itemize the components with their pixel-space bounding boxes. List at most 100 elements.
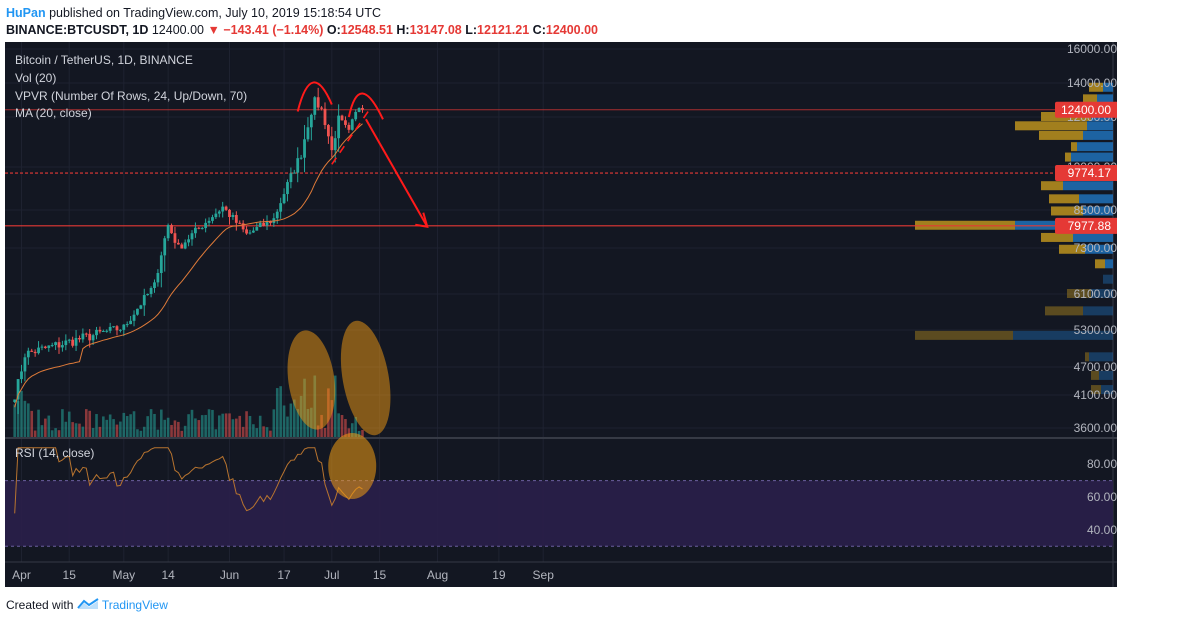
volume-bar [347,428,351,437]
last-price: 12400.00 [151,23,204,37]
vpvr-down-bar [1045,306,1083,316]
volume-bar [265,427,269,437]
volume-bar [91,428,95,437]
vpvr-up-bar [1085,244,1113,254]
time-axis-label: Apr [12,568,31,582]
high-label: H: [396,23,410,37]
candle-body [122,324,126,330]
candle-body [320,107,323,109]
volume-bar [361,430,364,437]
vpvr-down-bar [1089,82,1103,92]
vpvr-down-bar [1015,121,1087,131]
candle-body [112,326,115,328]
candle-body [299,157,303,159]
candle-body [292,172,296,174]
candle-body [78,337,81,340]
time-axis-label: 15 [63,568,77,582]
rsi-axis-label: 40.00 [1087,523,1117,537]
vpvr-down-bar [1085,352,1089,362]
volume-bar [245,411,248,437]
candle-body [33,351,37,354]
vpvr-down-bar [1039,130,1083,140]
vpvr-down-bar [1091,385,1101,395]
volume-bar [344,419,347,437]
volume-bar [177,421,180,437]
candle-body [190,233,194,240]
volume-bar [98,426,102,437]
author-name[interactable]: HuPan [6,6,46,20]
candle-body [221,206,225,212]
volume-bar [71,422,74,437]
vpvr-up-bar [1083,206,1113,216]
volume-bar [279,386,282,437]
candle-body [166,225,170,239]
volume-bar [354,416,357,437]
created-with-label: Created with [6,598,74,612]
rsi-axis-label: 80.00 [1087,457,1117,471]
volume-bar [108,414,112,437]
volume-bar [84,409,88,437]
volume-highlight-ellipse [340,320,391,436]
volume-bar [132,411,136,437]
volume-bar [146,416,149,437]
price-axis-label: 3600.00 [1074,421,1117,435]
volume-bar [122,412,126,437]
candle-body [207,220,211,223]
volume-bar [357,430,361,437]
volume-bar [27,403,30,437]
volume-bar [170,425,173,437]
time-axis-label: Sep [533,568,555,582]
vpvr-up-bar [1091,289,1113,298]
candle-body [333,138,337,151]
candle-body [330,136,334,151]
candle-body [265,220,269,226]
candle-body [238,222,242,224]
price-axis-label: 4700.00 [1074,360,1117,374]
vpvr-up-bar [1073,232,1113,242]
candle-body [279,203,283,212]
candle-body [327,125,330,137]
volume-bar [50,430,54,437]
candle-body [176,242,180,245]
candle-body [129,320,133,325]
forecast-arrow-line [365,118,429,228]
candle-body [142,295,146,306]
volume-bar [333,375,337,437]
candle-body [105,330,109,332]
symbol-label: BINANCE:BTCUSDT, 1D [6,23,149,37]
volume-bar [129,414,132,437]
volume-bar [57,430,61,437]
candle-body [337,115,341,139]
candle-body [40,346,44,348]
candle-body [183,242,187,249]
vpvr-down-bar [1059,244,1085,254]
time-axis-label: 15 [373,568,387,582]
legend-vpvr: VPVR (Number Of Rows, 24, Up/Down, 70) [15,89,248,103]
vpvr-up-bar [1013,330,1113,340]
candle-body [180,244,184,249]
legend-volume: Vol (20) [15,71,57,85]
tradingview-brand[interactable]: TradingView [101,598,168,612]
vpvr-down-bar [1083,94,1097,104]
candle-body [67,339,71,341]
volume-bar [136,429,139,437]
price-badge-label: 12400.00 [1061,103,1111,117]
candle-body [98,329,102,332]
volume-bar [293,399,296,437]
price-chart[interactable]: 16000.0014000.0012000.0010000.008500.007… [5,42,1117,587]
volume-bar [112,419,115,437]
time-axis-label: 19 [492,568,506,582]
candle-body [309,114,313,128]
candle-body [286,182,289,195]
candle-body [217,211,221,214]
neckline-dashed [331,109,370,165]
price-badge-label: 7977.88 [1068,219,1112,233]
volume-bar [139,430,143,437]
volume-bar [248,415,252,437]
volume-bar [115,424,119,437]
candle-body [88,333,92,341]
volume-bar [54,428,57,437]
volume-bar [289,403,293,437]
vpvr-up-bar [1077,142,1113,152]
volume-bar [102,416,105,437]
